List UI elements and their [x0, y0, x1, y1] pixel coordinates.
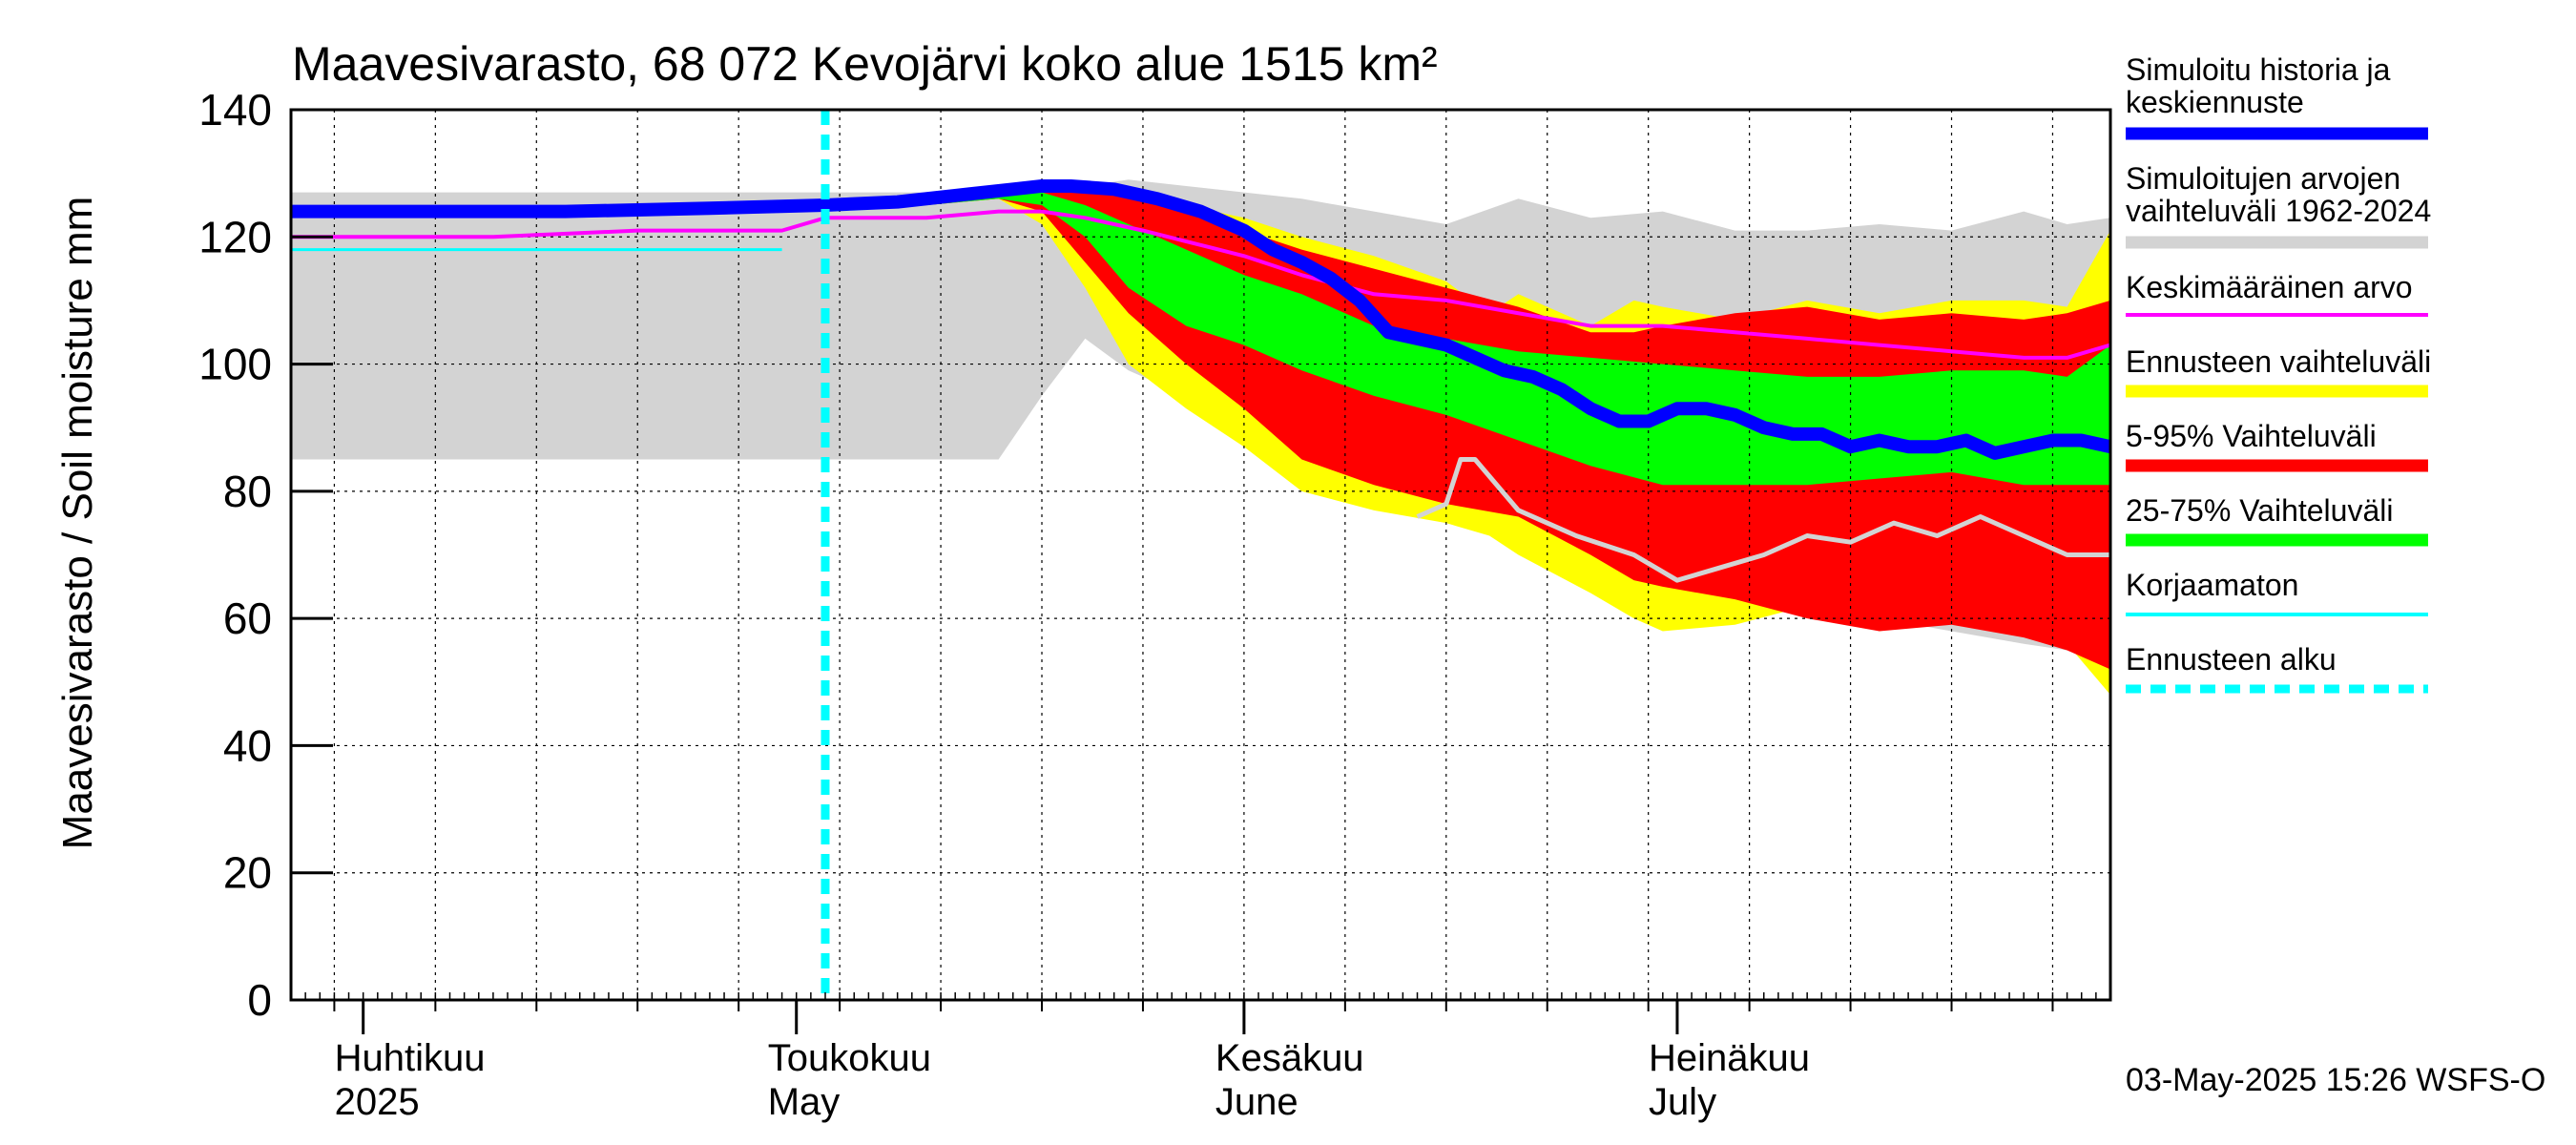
legend-label: 5-95% Vaihteluväli — [2126, 419, 2377, 453]
y-tick-label: 0 — [247, 975, 272, 1025]
series-lines — [291, 110, 2112, 1000]
legend-label: Ennusteen vaihteluväli — [2126, 344, 2431, 379]
y-tick-label: 120 — [198, 212, 272, 261]
plot-area — [291, 110, 2112, 1000]
x-month-label: Kesäkuu — [1215, 1037, 1364, 1079]
x-month-sublabel: 2025 — [335, 1081, 420, 1123]
legend-item-uncorrected: Korjaamaton — [2126, 568, 2428, 616]
y-axis: 0 20 40 60 80 100 120 140 — [198, 85, 333, 1025]
x-month-label: Heinäkuu — [1649, 1037, 1810, 1079]
legend-item-forecast-start: Ennusteen alku — [2126, 642, 2428, 694]
lowest-simulated-line — [1416, 457, 2110, 583]
timestamp-footer: 03-May-2025 15:26 WSFS-O — [2126, 1062, 2545, 1098]
legend-label: Ennusteen alku — [2126, 642, 2337, 677]
y-tick-label: 140 — [198, 85, 272, 135]
x-month-sublabel: July — [1649, 1081, 1716, 1123]
range-5-95-band — [824, 185, 2110, 670]
legend-item-mean: Keskimääräinen arvo — [2126, 270, 2428, 317]
band-areas — [291, 179, 2110, 696]
y-tick-label: 100 — [198, 340, 272, 389]
y-tick-label: 60 — [223, 593, 272, 643]
x-month-label: Toukokuu — [768, 1037, 931, 1079]
y-tick-label: 80 — [223, 467, 272, 516]
legend-label-line2: keskiennuste — [2126, 85, 2304, 119]
y-tick-label: 20 — [223, 848, 272, 898]
x-month-label: Huhtikuu — [335, 1037, 486, 1079]
legend-label-line2: vaihteluväli 1962-2024 — [2126, 194, 2431, 228]
legend-item-forecast-range: Ennusteen vaihteluväli — [2126, 344, 2431, 398]
legend: Simuloitu historia jakeskiennusteSimuloi… — [2126, 52, 2431, 694]
y-tick-label: 40 — [223, 720, 272, 770]
x-month-sublabel: June — [1215, 1081, 1298, 1123]
legend-label: Keskimääräinen arvo — [2126, 270, 2413, 304]
chart-title: Maavesivarasto, 68 072 Kevojärvi koko al… — [292, 37, 1438, 91]
history-forecast-line — [291, 178, 2112, 460]
y-axis-label: Maavesivarasto / Soil moisture mm — [54, 197, 101, 850]
legend-label: Korjaamaton — [2126, 568, 2298, 602]
legend-label: 25-75% Vaihteluväli — [2126, 493, 2393, 528]
legend-item-range-5-95: 5-95% Vaihteluväli — [2126, 419, 2428, 472]
range-25-75-band — [824, 192, 2110, 486]
grid-lines — [291, 110, 2110, 1000]
legend-item-range-25-75: 25-75% Vaihteluväli — [2126, 493, 2428, 547]
legend-label: Simuloitu historia ja — [2126, 52, 2391, 87]
legend-label: Simuloitujen arvojen — [2126, 161, 2400, 196]
x-month-sublabel: May — [768, 1081, 841, 1123]
